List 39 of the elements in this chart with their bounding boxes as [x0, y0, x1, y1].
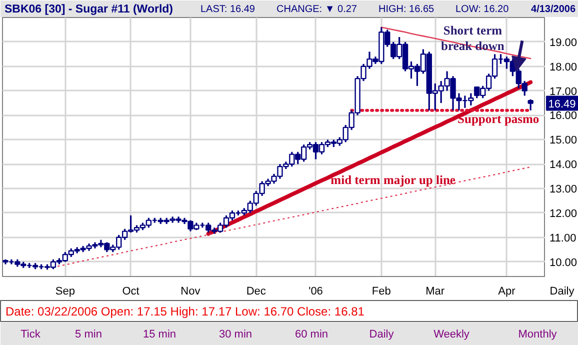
y-tick-label: 17.00 — [550, 86, 578, 98]
text: HIGH: 16.65 — [378, 4, 435, 15]
annotation: Support pasmo — [458, 112, 540, 126]
text: 5 min — [75, 328, 102, 340]
text: Date: 03/22/2006 Open: 17.15 High: 17.17 Low: 16.70 Close: 16.81 — [6, 304, 365, 318]
y-tick-label: 19.00 — [550, 36, 578, 49]
text: Daily — [369, 328, 394, 340]
x-tick-label: Dec — [246, 286, 266, 298]
text: Tick — [20, 328, 41, 340]
x-tick-label: Mar — [426, 286, 445, 298]
y-tick-label: 13.00 — [550, 184, 578, 196]
text: Monthly — [518, 328, 558, 340]
annotation: Short term break down — [441, 24, 504, 54]
annotation: 16.49 — [548, 98, 576, 110]
y-tick-label: 11.00 — [550, 232, 576, 244]
x-tick-label: Oct — [122, 286, 140, 298]
text: 60 min — [294, 328, 328, 340]
y-tick-label: 10.00 — [550, 256, 578, 269]
x-tick-label: Nov — [180, 286, 201, 298]
chart-title: SBK06 [30] - Sugar #11 (World) — [4, 4, 174, 16]
text: LAST: 16.49 — [200, 4, 256, 15]
y-tick-label: 14.00 — [550, 159, 578, 172]
x-tick-label: '06 — [308, 286, 323, 298]
text: Daily — [550, 286, 575, 298]
y-tick-label: 16.00 — [550, 110, 578, 122]
x-tick-label: Apr — [498, 286, 516, 298]
text: 30 min — [218, 328, 252, 340]
y-tick-label: 18.00 — [550, 61, 578, 74]
x-tick-label: Feb — [372, 286, 391, 298]
y-tick-label: 15.00 — [550, 134, 578, 147]
x-tick-label: Sep — [55, 286, 75, 298]
text: 15 min — [142, 328, 176, 340]
text: Weekly — [434, 328, 470, 340]
y-tick-label: 12.00 — [550, 208, 578, 220]
text: CHANGE: ▼ 0.27 — [276, 4, 358, 15]
annotation: mid term major up line — [330, 172, 456, 187]
text: LOW: 16.20 — [456, 4, 510, 15]
candlestick — [528, 98, 534, 112]
text: 4/13/2006 — [531, 4, 576, 15]
